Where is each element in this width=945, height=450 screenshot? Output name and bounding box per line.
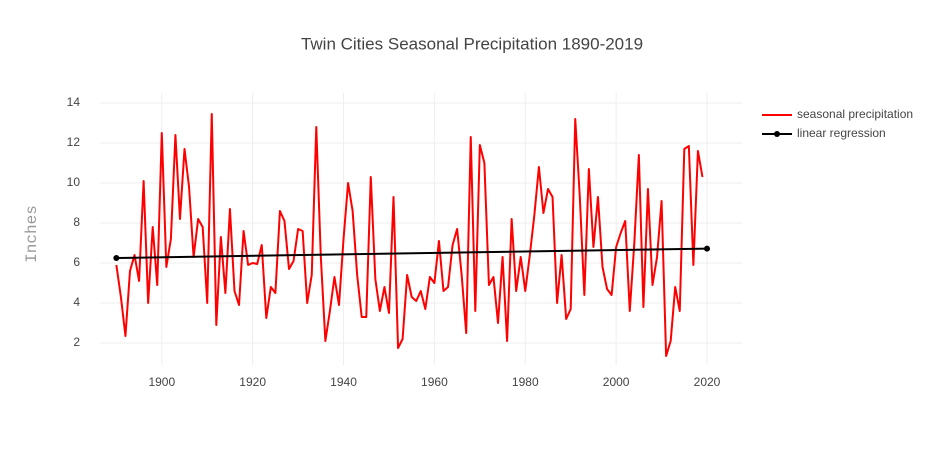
y-tick-label: 6: [73, 255, 80, 269]
chart-title: Twin Cities Seasonal Precipitation 1890-…: [301, 34, 643, 53]
y-tick-label: 12: [67, 135, 81, 149]
x-tick-label: 1960: [421, 375, 448, 389]
y-tick-label: 14: [67, 95, 81, 109]
series-line: [116, 247, 708, 259]
x-tick-label: 2000: [603, 375, 630, 389]
y-tick-label: 2: [73, 335, 80, 349]
x-tick-label: 1940: [330, 375, 357, 389]
x-tick-label: 1900: [148, 375, 175, 389]
y-tick-label: 10: [67, 175, 81, 189]
legend-label: linear regression: [797, 126, 886, 140]
y-axis-title: Inches: [23, 205, 41, 263]
y-tick-label: 8: [73, 215, 80, 229]
y-tick-label: 4: [73, 295, 80, 309]
series-line: [115, 113, 704, 357]
legend-label: seasonal precipitation: [797, 107, 913, 121]
legend-marker: [774, 131, 780, 137]
data-point: [113, 255, 120, 261]
data-point: [704, 245, 711, 252]
x-tick-label: 1920: [239, 375, 266, 389]
x-tick-label: 2020: [694, 375, 721, 389]
x-tick-label: 1980: [512, 375, 539, 389]
